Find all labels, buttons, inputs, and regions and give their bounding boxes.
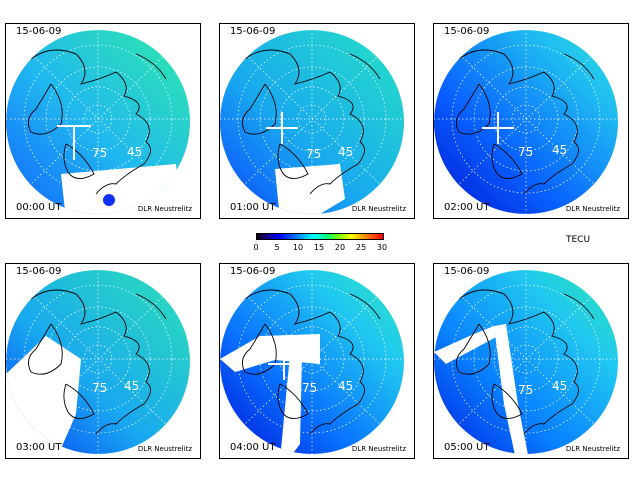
panel-source: DLR Neustrelitz <box>565 205 620 213</box>
polar-map <box>220 270 404 454</box>
latitude-label-75: 75 <box>306 147 322 161</box>
polar-map <box>220 30 404 214</box>
panel-time: 01:00 UT <box>230 202 276 213</box>
latitude-label-45: 45 <box>552 379 568 393</box>
colorbar-tick: 15 <box>313 243 325 252</box>
tec-map-0300: 75 45 15-06-09 03:00 UT DLR Neustrelitz <box>5 263 201 459</box>
latitude-label-45: 45 <box>552 143 568 157</box>
panel-date: 15-06-09 <box>16 26 62 37</box>
panel-time: 04:00 UT <box>230 442 276 453</box>
colorbar-tick: 20 <box>334 243 346 252</box>
latitude-label-75: 75 <box>92 146 108 160</box>
latitude-label-75: 75 <box>302 381 318 395</box>
polar-map <box>6 30 190 214</box>
panel-date: 15-06-09 <box>230 26 276 37</box>
latitude-label-75: 75 <box>518 383 534 397</box>
panel-date: 15-06-09 <box>16 266 62 277</box>
panel-time: 05:00 UT <box>444 442 490 453</box>
panel-source: DLR Neustrelitz <box>351 445 406 453</box>
tec-map-0400: 75 45 15-06-09 04:00 UT DLR Neustrelitz <box>219 263 415 459</box>
panel-time: 03:00 UT <box>16 442 62 453</box>
panel-date: 15-06-09 <box>444 26 490 37</box>
latitude-label-45: 45 <box>338 145 354 159</box>
tec-map-0100: 75 45 15-06-09 01:00 UT DLR Neustrelitz <box>219 23 415 219</box>
tec-colorbar <box>256 233 384 240</box>
tec-map-0200: 75 45 15-06-09 02:00 UT DLR Neustrelitz <box>433 23 629 219</box>
colorbar-tick: 5 <box>274 243 280 252</box>
latitude-label-45: 45 <box>338 379 354 393</box>
panel-date: 15-06-09 <box>230 266 276 277</box>
panel-source: DLR Neustrelitz <box>351 205 406 213</box>
latitude-label-75: 75 <box>92 381 108 395</box>
panel-date: 15-06-09 <box>444 266 490 277</box>
polar-map <box>434 270 618 454</box>
polar-map <box>6 270 190 454</box>
tec-map-0000: 75 45 15-06-09 00:00 UT DLR Neustrelitz <box>5 23 201 219</box>
latitude-label-45: 45 <box>127 145 143 159</box>
panel-source: DLR Neustrelitz <box>565 445 620 453</box>
latitude-label-75: 75 <box>518 145 534 159</box>
polar-map <box>434 30 618 214</box>
colorbar-tick: 10 <box>292 243 304 252</box>
colorbar-tick: 30 <box>376 243 388 252</box>
colorbar-tick: 25 <box>355 243 367 252</box>
colorbar-unit: TECU <box>566 235 591 245</box>
colorbar-tick: 0 <box>253 243 259 252</box>
panel-source: DLR Neustrelitz <box>137 445 192 453</box>
panel-time: 02:00 UT <box>444 202 490 213</box>
latitude-label-45: 45 <box>124 379 140 393</box>
panel-time: 00:00 UT <box>16 202 62 213</box>
tec-map-0500: 75 45 15-06-09 05:00 UT DLR Neustrelitz <box>433 263 629 459</box>
panel-source: DLR Neustrelitz <box>137 205 192 213</box>
